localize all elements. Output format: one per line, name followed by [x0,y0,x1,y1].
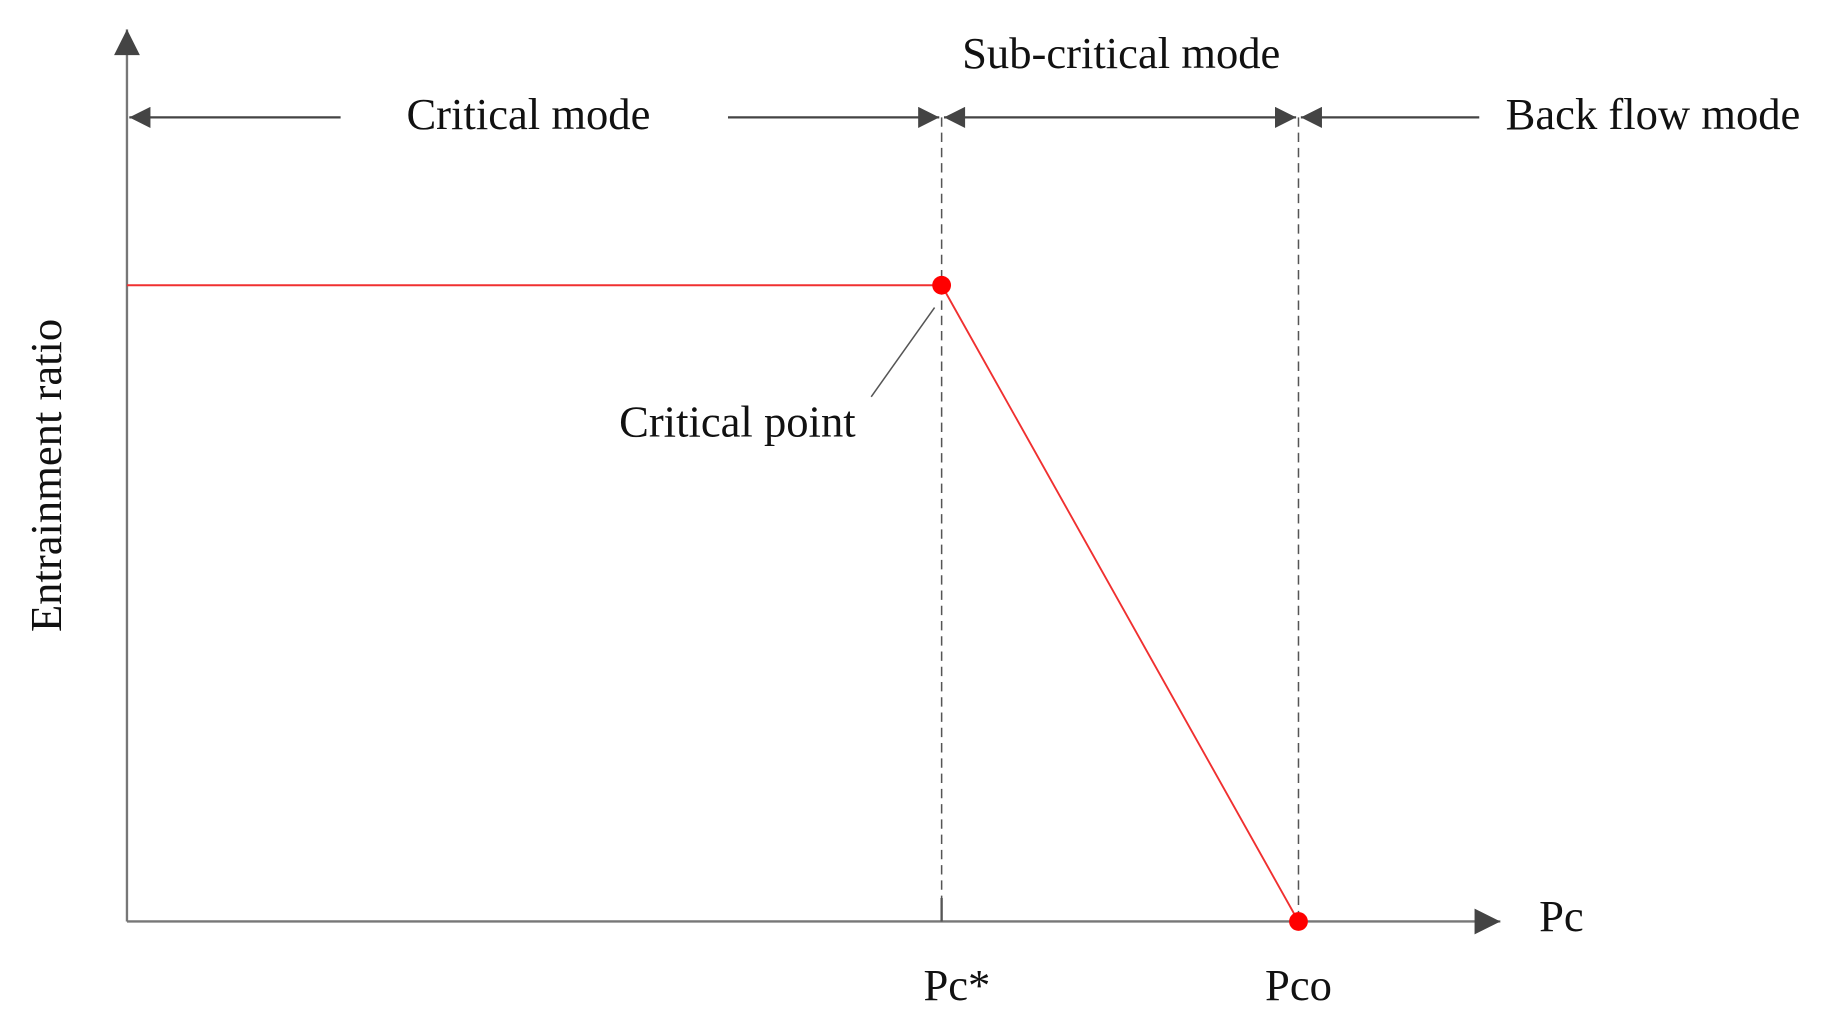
x-axis-label: Pc [1539,891,1584,941]
entrainment-curve [126,284,1300,922]
leader-line [870,307,936,398]
region-label: Sub-critical mode [962,28,1280,78]
x-marker-label: Pco [1265,960,1332,1010]
annotation: Critical point [619,397,856,447]
region-label: Critical mode [406,89,650,139]
critical-point [932,275,952,295]
x-marker-label: Pc* [923,960,990,1010]
region-label: Back flow mode [1506,89,1801,139]
y-axis-label: Entrainment ratio [21,319,71,632]
end-point [1289,912,1308,931]
